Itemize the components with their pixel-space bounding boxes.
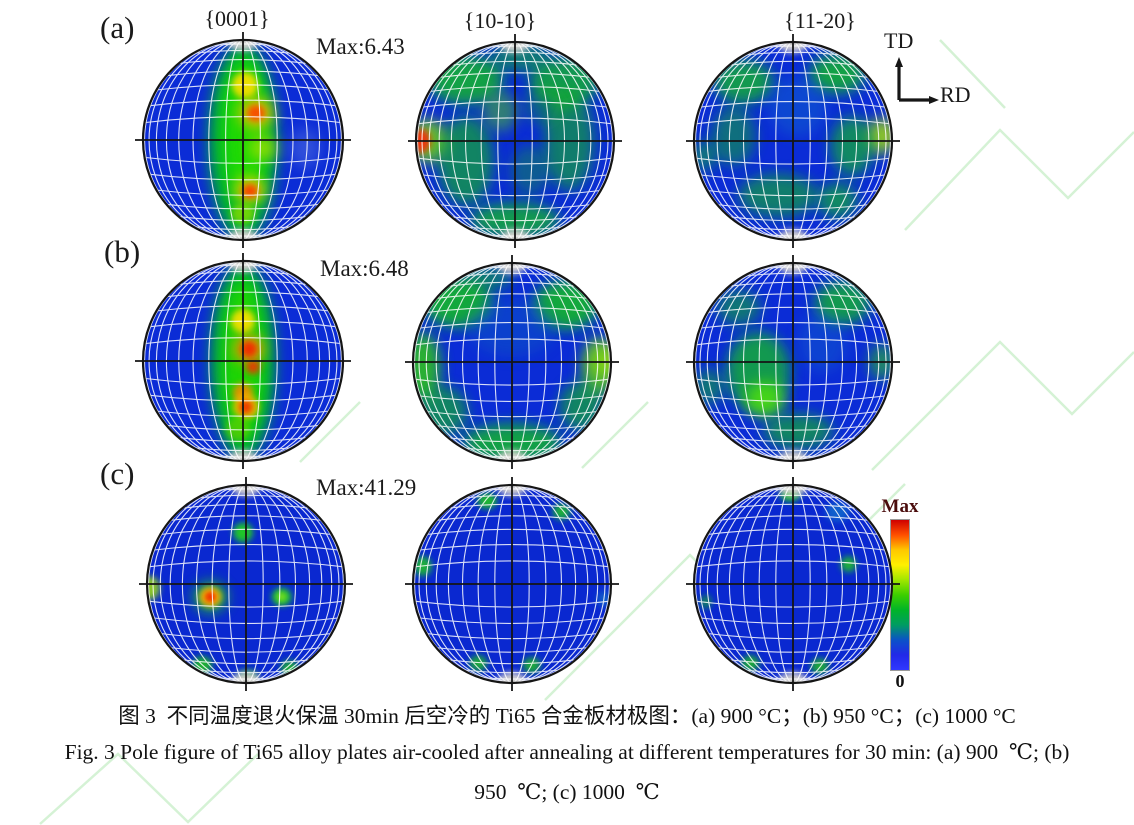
axes-arrow-icon: [895, 57, 939, 104]
pole-figure-a-1010: [408, 34, 622, 248]
column-header-10-10: {10-10}: [463, 8, 537, 33]
pole-figure-c-1120: [686, 477, 900, 691]
max-label-a: Max:6.43: [316, 34, 405, 59]
column-header-0001: {0001}: [204, 6, 270, 31]
td-label: TD: [884, 28, 914, 53]
pole-figure-b-1120: [686, 255, 900, 469]
colorbar-max-label: Max: [881, 496, 919, 517]
caption-chinese: 图 3 不同温度退火保温 30min 后空冷的 Ti65 合金板材极图：(a) …: [118, 704, 1016, 728]
panel-label-b: (b): [104, 234, 141, 269]
rd-label: RD: [940, 82, 971, 107]
max-label-b: Max:6.48: [320, 256, 409, 281]
pole-figure-b-0001: [135, 253, 351, 469]
pole-figure-b-1010: [405, 255, 619, 469]
column-header-11-20: {11-20}: [784, 8, 856, 33]
caption-english-line2: 950 ℃; (c) 1000 ℃: [474, 780, 660, 804]
pole-figure-a-0001: [135, 32, 351, 248]
pole-figure-a-1120: [686, 34, 900, 248]
panel-label-c: (c): [100, 456, 135, 491]
max-label-c: Max:41.29: [316, 475, 417, 500]
caption-english-line1: Fig. 3 Pole figure of Ti65 alloy plates …: [64, 740, 1070, 764]
pole-figure-c-1010: [405, 477, 619, 691]
panel-label-a: (a): [100, 10, 135, 45]
colorbar-zero-label: 0: [895, 671, 905, 691]
pole-figure-c-0001: [139, 477, 353, 691]
